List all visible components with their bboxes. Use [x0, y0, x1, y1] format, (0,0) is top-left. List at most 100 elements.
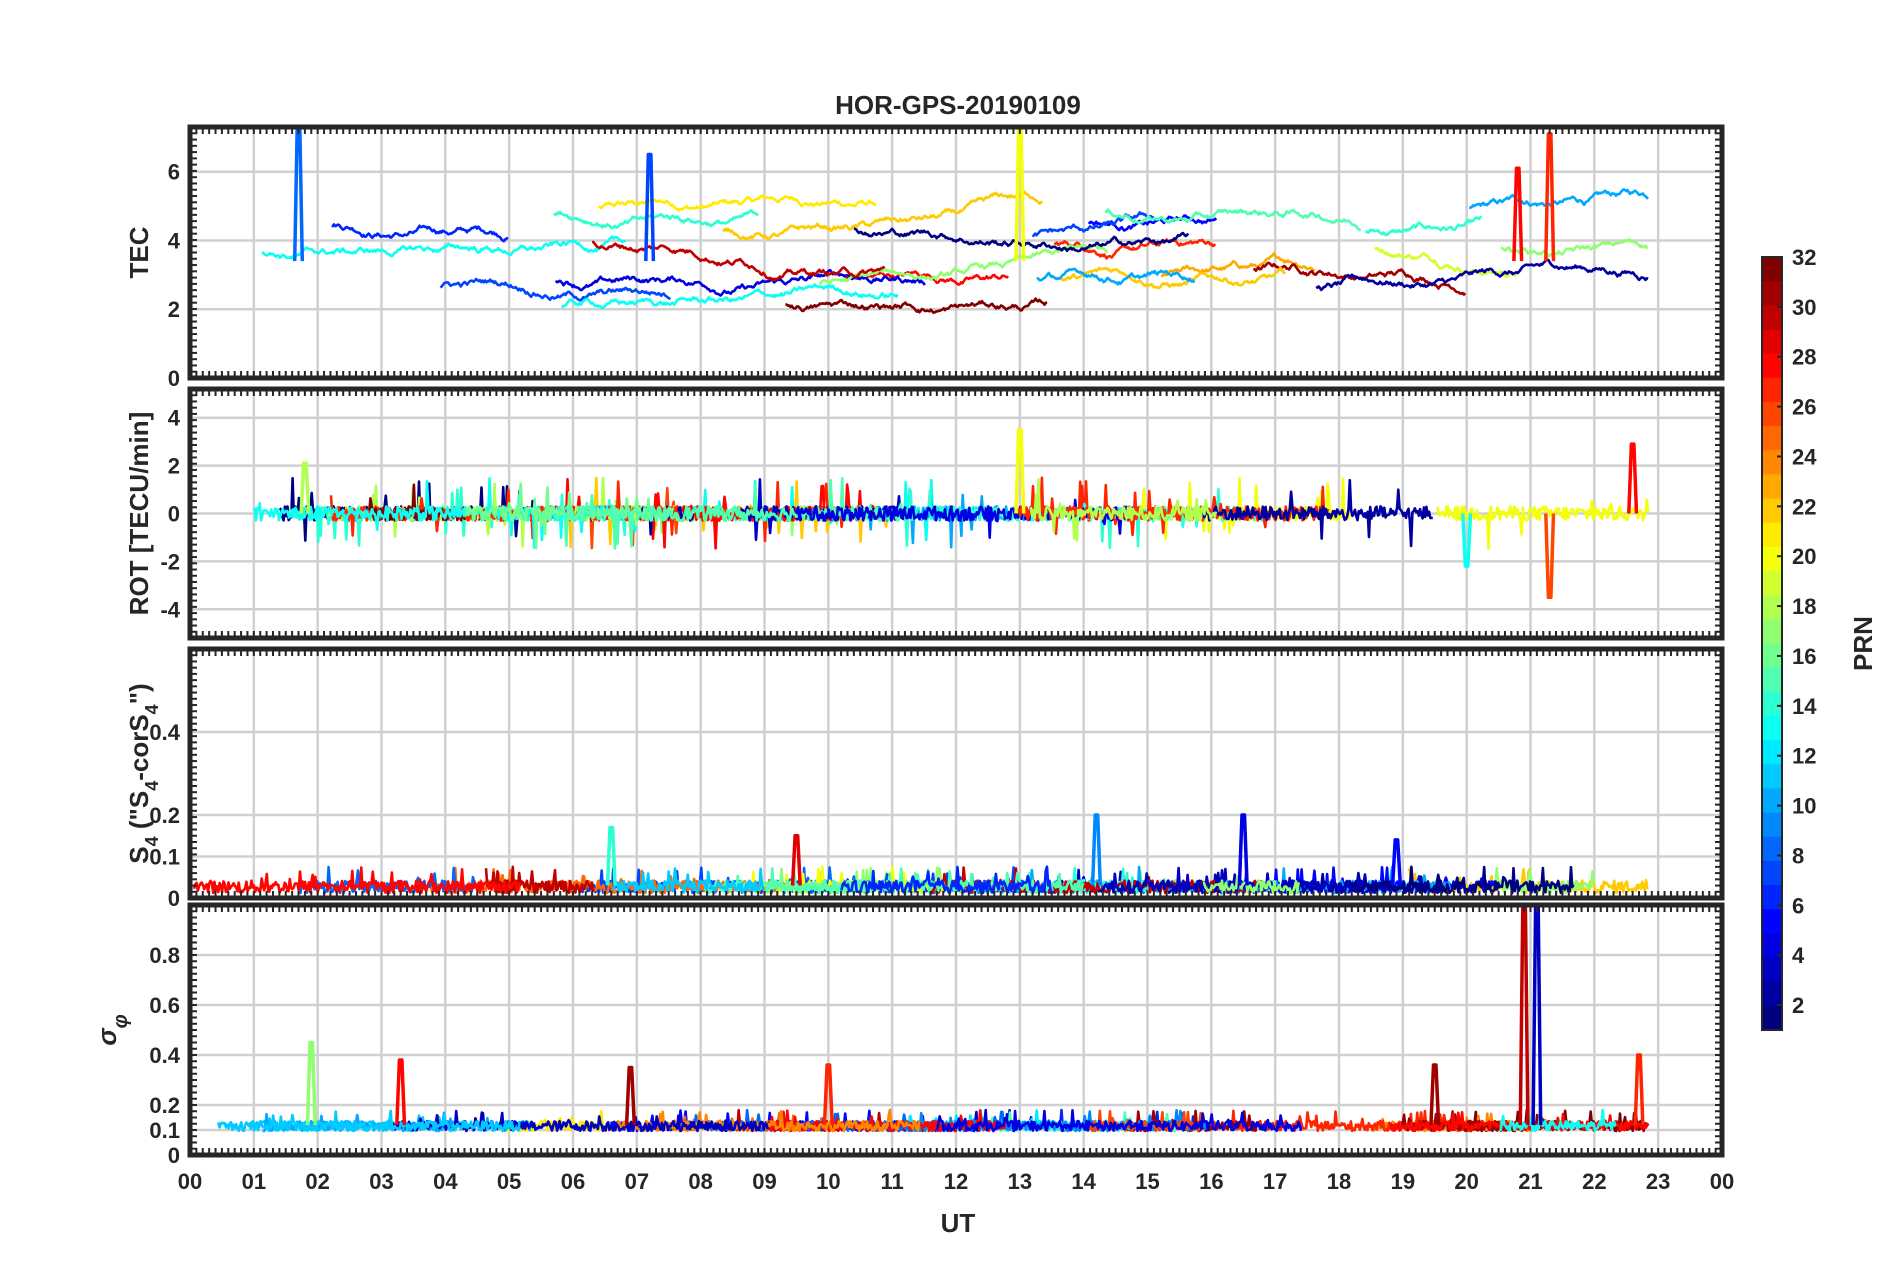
x-tick-label: 00 — [178, 1169, 202, 1194]
colorbar-swatch — [1762, 860, 1782, 886]
colorbar-swatch — [1762, 643, 1782, 669]
event-spike-4 — [644, 152, 656, 262]
colorbar-swatch — [1762, 981, 1782, 1007]
minor-ticks — [189, 388, 1723, 639]
x-tick-label: 22 — [1582, 1169, 1606, 1194]
colorbar-swatch — [1762, 933, 1782, 959]
y-tick-label: 0 — [168, 366, 180, 391]
y-tick-label: -2 — [160, 549, 180, 574]
event-spike-6 — [1633, 1053, 1645, 1126]
colorbar-swatch — [1762, 1005, 1782, 1031]
y-tick-label: 0.2 — [149, 803, 180, 828]
event-spike-4 — [624, 1065, 637, 1126]
trace-prn-4 — [935, 1108, 1303, 1133]
colorbar-tick-label: 12 — [1792, 744, 1816, 769]
event-spike-3 — [395, 1058, 407, 1126]
colorbar-tick-label: 8 — [1792, 843, 1804, 868]
colorbar-swatch — [1762, 957, 1782, 983]
colorbar-swatch — [1762, 595, 1782, 620]
trace-prn-5 — [1087, 214, 1218, 232]
x-tick-label: 17 — [1263, 1169, 1287, 1194]
colorbar-swatch — [1762, 305, 1782, 331]
grid — [190, 649, 1722, 898]
colorbar-swatch — [1762, 498, 1782, 524]
trace-prn-15 — [1104, 208, 1362, 232]
trace-prn-10 — [1036, 267, 1196, 286]
colorbar-tick-label: 32 — [1792, 245, 1816, 270]
x-tick-label: 16 — [1199, 1169, 1223, 1194]
colorbar-tick-label: 26 — [1792, 395, 1816, 420]
trace-prn-20 — [1436, 498, 1650, 551]
y-tick-label: 0.6 — [149, 993, 180, 1018]
colorbar-swatch — [1762, 571, 1782, 596]
colorbar-swatch — [1762, 377, 1782, 403]
x-tick-label: 11 — [881, 1169, 904, 1194]
colorbar-swatch — [1762, 764, 1782, 790]
colorbar-swatch — [1762, 788, 1782, 814]
colorbar-swatch — [1762, 450, 1782, 476]
trace-prn-17 — [1500, 238, 1649, 258]
x-axis-label: UT — [941, 1208, 976, 1238]
trace-prn-13 — [261, 235, 627, 260]
trace-prn-14 — [553, 209, 759, 230]
trace-prn-22 — [722, 190, 1044, 241]
x-tick-label: 13 — [1008, 1169, 1032, 1194]
colorbar-label: PRN — [1848, 616, 1878, 671]
data-traces — [253, 427, 1650, 600]
trace-prn-7 — [439, 277, 672, 302]
x-tick-label: 18 — [1327, 1169, 1351, 1194]
y-tick-label: -4 — [160, 597, 180, 622]
event-spike-2 — [305, 1040, 317, 1126]
y-tick-label: 0.4 — [149, 1043, 180, 1068]
event-spike-7 — [1429, 1063, 1441, 1126]
trace-prn-6 — [331, 223, 509, 243]
colorbar-swatch — [1762, 329, 1782, 355]
trace-prn-10 — [1469, 188, 1649, 209]
minor-ticks — [189, 126, 1723, 379]
colorbar-frame — [1761, 256, 1783, 1031]
event-spike-1 — [1014, 127, 1026, 262]
colorbar-tick-label: 4 — [1792, 943, 1805, 968]
colorbar-tick-label: 18 — [1792, 594, 1816, 619]
x-tick-label: 07 — [625, 1169, 649, 1194]
colorbar-swatch — [1762, 281, 1782, 306]
event-spike-4 — [790, 834, 802, 886]
colorbar-swatch — [1762, 667, 1782, 693]
trace-prn-28 — [844, 270, 1009, 286]
event-spike-0 — [1518, 905, 1530, 1126]
y-tick-label: 0 — [168, 502, 180, 527]
trace-prn-11 — [217, 1109, 521, 1133]
event-spike-2 — [1627, 442, 1639, 514]
y-axis-label: TEC — [124, 226, 154, 278]
x-tick-label: 14 — [1071, 1169, 1096, 1194]
data-traces — [192, 813, 1649, 895]
x-tick-label: 05 — [497, 1169, 521, 1194]
x-tick-label: 01 — [242, 1169, 266, 1194]
colorbar-swatch — [1762, 546, 1782, 572]
data-traces — [217, 905, 1650, 1133]
y-tick-label: 0.4 — [149, 720, 180, 745]
colorbar-swatch — [1762, 257, 1782, 282]
trace-prn-7 — [1031, 211, 1155, 238]
colorbar-tick-label: 2 — [1792, 993, 1804, 1018]
colorbar-swatch — [1762, 474, 1782, 500]
colorbar-swatch — [1762, 426, 1782, 451]
colorbar-swatch — [1762, 353, 1782, 379]
y-axis-label: S4 ("S4-corS4") — [124, 683, 162, 863]
panel-tec: 6 4 2 0 TEC — [124, 124, 1725, 391]
colorbar-tick-label: 24 — [1792, 444, 1817, 469]
colorbar-swatch — [1762, 522, 1782, 548]
y-tick-label: 2 — [168, 297, 180, 322]
event-spike-1 — [1237, 813, 1249, 886]
event-spike-5 — [822, 1063, 834, 1126]
trace-prn-17 — [818, 243, 1109, 286]
x-tick-label: 03 — [369, 1169, 393, 1194]
trace-prn-30 — [484, 865, 595, 895]
colorbar-tick-label: 20 — [1792, 544, 1816, 569]
trace-prn-2 — [1196, 478, 1433, 548]
colorbar: 32 30 28 26 24 22 20 18 16 14 12 10 8 6 4 2 PRN — [1761, 245, 1878, 1031]
colorbar-swatch — [1762, 619, 1782, 645]
trace-prn-13 — [1499, 1108, 1617, 1133]
trace-prn-14 — [1365, 215, 1483, 237]
